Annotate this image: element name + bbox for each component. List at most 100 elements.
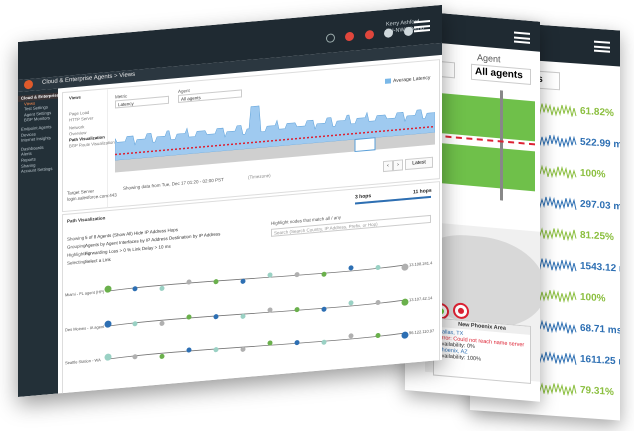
agent-label: Des Moines - IA agent (65, 324, 105, 333)
control-label: Grouping (67, 243, 86, 250)
control-label: Showing (67, 235, 85, 242)
latency-timeline-chart[interactable] (115, 83, 435, 181)
eye-icon[interactable] (326, 33, 335, 44)
metric-row[interactable]: 61.82% (528, 94, 620, 130)
path-node[interactable] (159, 285, 165, 291)
path-node[interactable] (213, 279, 219, 285)
timeline-selection-handle[interactable] (354, 137, 376, 153)
path-node[interactable] (348, 300, 354, 306)
metric-row[interactable]: 1543.12 ms (528, 249, 620, 285)
metric-row[interactable]: 68.71 ms (528, 311, 620, 347)
next-button[interactable]: › (393, 159, 403, 172)
control-label: Selecting (67, 259, 86, 266)
path-node[interactable] (240, 313, 246, 319)
metric-value: 68.71 ms (580, 322, 620, 337)
path-node[interactable] (159, 320, 165, 326)
hops-max: 11 hops (413, 187, 432, 196)
metric-row[interactable]: 522.99 ms (528, 125, 620, 161)
sidebar: Cloud & Enterprise Agents Views Test Setti… (18, 88, 74, 397)
path-node[interactable] (401, 298, 409, 306)
hops-min: 3 hops (355, 193, 372, 201)
path-visualization-panel: Path Visualization 3 hops 11 hops Showin… (62, 181, 440, 397)
path-link[interactable] (107, 264, 404, 292)
destination-label: 13.107.42.14 (409, 295, 433, 302)
alert-icon[interactable] (345, 31, 355, 42)
path-node[interactable] (401, 331, 409, 339)
path-node[interactable] (104, 320, 112, 328)
main-content: Views Page Load HTTP Server Network Overvie… (58, 55, 442, 397)
agent-label: Miami - FL agent (HP) (65, 289, 105, 297)
notification-icon[interactable] (364, 30, 374, 40)
path-node[interactable] (132, 321, 138, 327)
metric-row[interactable]: 1611.25 ms (528, 342, 620, 378)
hamburger-menu-icon[interactable] (514, 31, 530, 44)
path-node[interactable] (186, 314, 192, 320)
path-node[interactable] (104, 353, 112, 361)
path-node[interactable] (132, 286, 138, 292)
metric-value: 61.82% (580, 105, 614, 120)
path-node[interactable] (240, 346, 246, 352)
destination-label: 13.108.241.4 (409, 260, 433, 267)
path-link[interactable] (107, 332, 404, 360)
metric-row[interactable]: 79.31% (528, 373, 620, 409)
metric-value: 100% (580, 167, 606, 181)
latest-button[interactable]: Latest (405, 156, 433, 171)
metric-row[interactable]: 297.03 ms (528, 187, 620, 223)
prev-button[interactable]: ‹ (383, 160, 393, 173)
hamburger-menu-icon[interactable] (594, 40, 610, 53)
timezone-link[interactable]: (Timezone) (248, 172, 271, 180)
destination-label: 96.122.110.97 (409, 328, 435, 335)
path-node[interactable] (348, 265, 354, 271)
path-node[interactable] (186, 279, 192, 285)
metric-value: 100% (580, 291, 606, 305)
path-node[interactable] (267, 307, 273, 313)
views-panel: Views Page Load HTTP Server Network Overvie… (62, 59, 440, 213)
metric-row[interactable]: 81.25% (528, 218, 620, 254)
path-node[interactable] (240, 278, 246, 284)
showing-range: Showing data from Tue, Dec 17 01:20 - 02… (123, 176, 224, 191)
path-node[interactable] (375, 264, 381, 271)
agent-select[interactable]: All agents (471, 63, 531, 86)
path-node[interactable] (348, 333, 354, 339)
path-link[interactable] (107, 299, 404, 327)
metric-row[interactable]: 100% (528, 280, 620, 316)
path-node[interactable] (321, 306, 327, 312)
metric-value: 297.03 ms (580, 198, 620, 214)
path-node[interactable] (104, 285, 112, 293)
error-marker-line (115, 125, 435, 156)
main-window: Kerry Ashford EU-NWA Demo Cloud & Enterp… (18, 4, 442, 397)
metric-value: 522.99 ms (580, 136, 620, 152)
path-node[interactable] (186, 347, 192, 353)
path-graph[interactable]: Miami - FL agent (HP) 13.108.241.4 Des Moi… (63, 242, 439, 395)
control-value[interactable]: Select a Link (85, 256, 111, 265)
path-node[interactable] (375, 299, 381, 306)
metric-value: 81.25% (580, 229, 614, 244)
path-node[interactable] (213, 314, 219, 320)
agent-label: Seattle Station - WA (65, 357, 101, 365)
path-node[interactable] (294, 307, 300, 313)
path-node[interactable] (321, 271, 327, 277)
hamburger-menu-icon[interactable] (414, 19, 430, 33)
location-pin[interactable] (453, 302, 469, 320)
metric-value: 1611.25 ms (580, 353, 620, 369)
location-popup: New Phoenix Area Dallas, TX Error: Could… (433, 317, 531, 385)
agent-label: Agent (477, 52, 501, 65)
logo-icon[interactable] (24, 79, 33, 90)
path-node[interactable] (294, 272, 300, 278)
path-node[interactable] (132, 354, 138, 360)
path-node[interactable] (159, 353, 165, 359)
path-node[interactable] (321, 339, 327, 345)
metric-value: 1543.12 ms (580, 260, 620, 276)
path-node[interactable] (294, 340, 300, 346)
path-node[interactable] (267, 340, 273, 346)
legend-swatch (385, 78, 391, 85)
path-node[interactable] (213, 347, 219, 353)
views-title: Views (69, 94, 81, 101)
path-node[interactable] (401, 263, 409, 271)
metric-row[interactable]: 100% (528, 156, 620, 192)
metric-value: 79.31% (580, 384, 614, 399)
path-node[interactable] (375, 332, 381, 339)
availability-band (435, 92, 535, 142)
path-node[interactable] (267, 272, 273, 278)
